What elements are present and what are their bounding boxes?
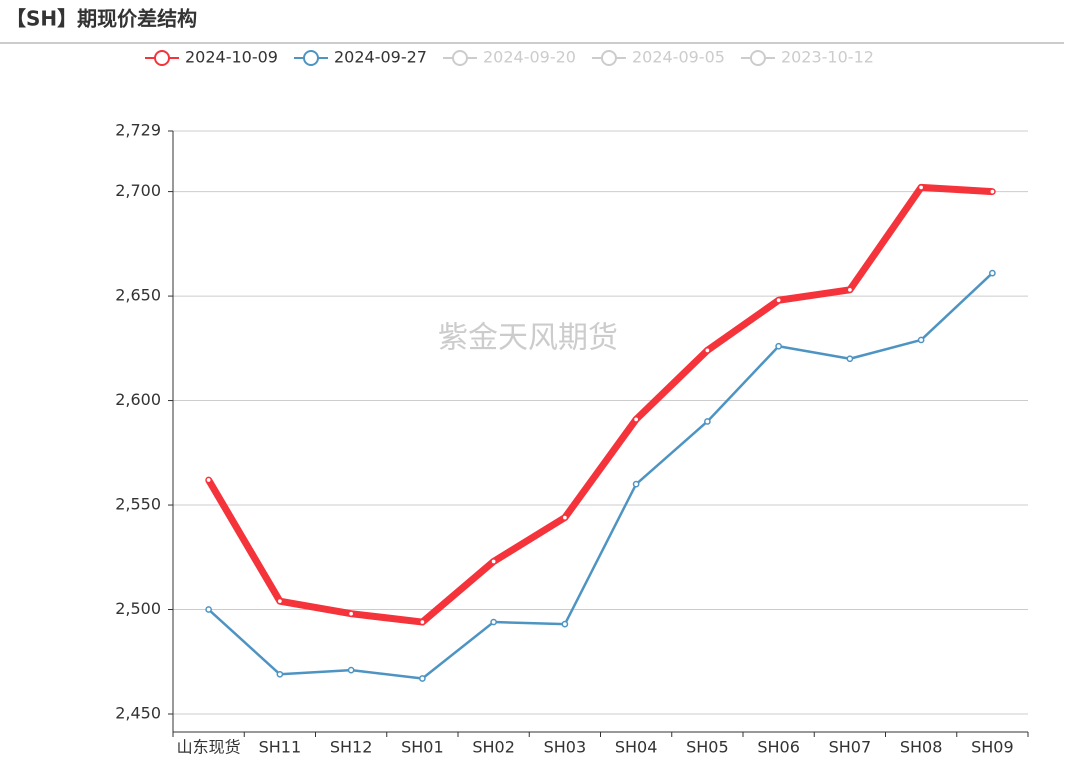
y-tick-label: 2,450: [115, 704, 161, 723]
x-tick-label: SH07: [829, 738, 872, 757]
y-tick-label: 2,729: [115, 121, 161, 140]
point: [419, 675, 426, 682]
x-tick-label: 山东现货: [177, 738, 241, 757]
x-tick-label: SH11: [259, 738, 302, 757]
point: [276, 597, 284, 605]
legend-marker: [154, 50, 170, 66]
point: [917, 336, 925, 344]
legend-label: 2024-10-09: [185, 48, 278, 67]
point: [917, 184, 925, 191]
point: [704, 347, 711, 354]
point: [632, 416, 640, 423]
point: [205, 606, 212, 613]
legend-label: 2024-09-20: [483, 48, 576, 67]
x-tick-label: SH04: [615, 738, 658, 757]
x-tick-label: SH05: [686, 738, 729, 757]
x-tick-label: SH06: [757, 738, 800, 757]
point: [276, 670, 284, 678]
x-tick-label: SH08: [900, 738, 943, 757]
point: [775, 296, 782, 304]
y-tick-label: 2,550: [115, 495, 161, 514]
x-tick-label: SH03: [544, 738, 587, 757]
y-tick-label: 2,650: [115, 286, 161, 305]
legend-marker: [600, 50, 617, 66]
point: [419, 618, 426, 626]
point: [561, 620, 569, 628]
x-tick-label: SH01: [401, 738, 444, 757]
point: [989, 269, 996, 277]
legend-marker: [451, 50, 468, 66]
point: [490, 558, 497, 565]
point: [989, 188, 996, 195]
legend-label: 2024-09-05: [632, 48, 725, 67]
legend-label: 2024-09-27: [334, 48, 427, 67]
legend-marker: [302, 50, 319, 66]
point: [704, 418, 711, 425]
point: [846, 286, 854, 294]
point: [561, 514, 569, 521]
legend-label: 2023-10-12: [781, 48, 874, 67]
chart-title: 【SH】期现价差结构: [6, 7, 197, 31]
x-tick-label: SH02: [472, 738, 515, 757]
y-tick-label: 2,500: [115, 599, 161, 618]
point: [205, 476, 212, 484]
x-tick-label: SH09: [971, 738, 1014, 757]
point: [490, 618, 497, 626]
watermark: 紫金天风期货: [438, 321, 618, 356]
point: [347, 666, 355, 674]
y-tick-label: 2,600: [115, 390, 161, 409]
x-tick-label: SH12: [330, 738, 373, 757]
point: [775, 342, 782, 350]
point: [632, 480, 640, 488]
series-line: [205, 183, 993, 626]
legend-marker: [749, 50, 766, 66]
y-tick-label: 2,700: [115, 181, 161, 200]
point: [846, 355, 854, 363]
point: [347, 610, 355, 618]
series-line: [207, 272, 994, 680]
